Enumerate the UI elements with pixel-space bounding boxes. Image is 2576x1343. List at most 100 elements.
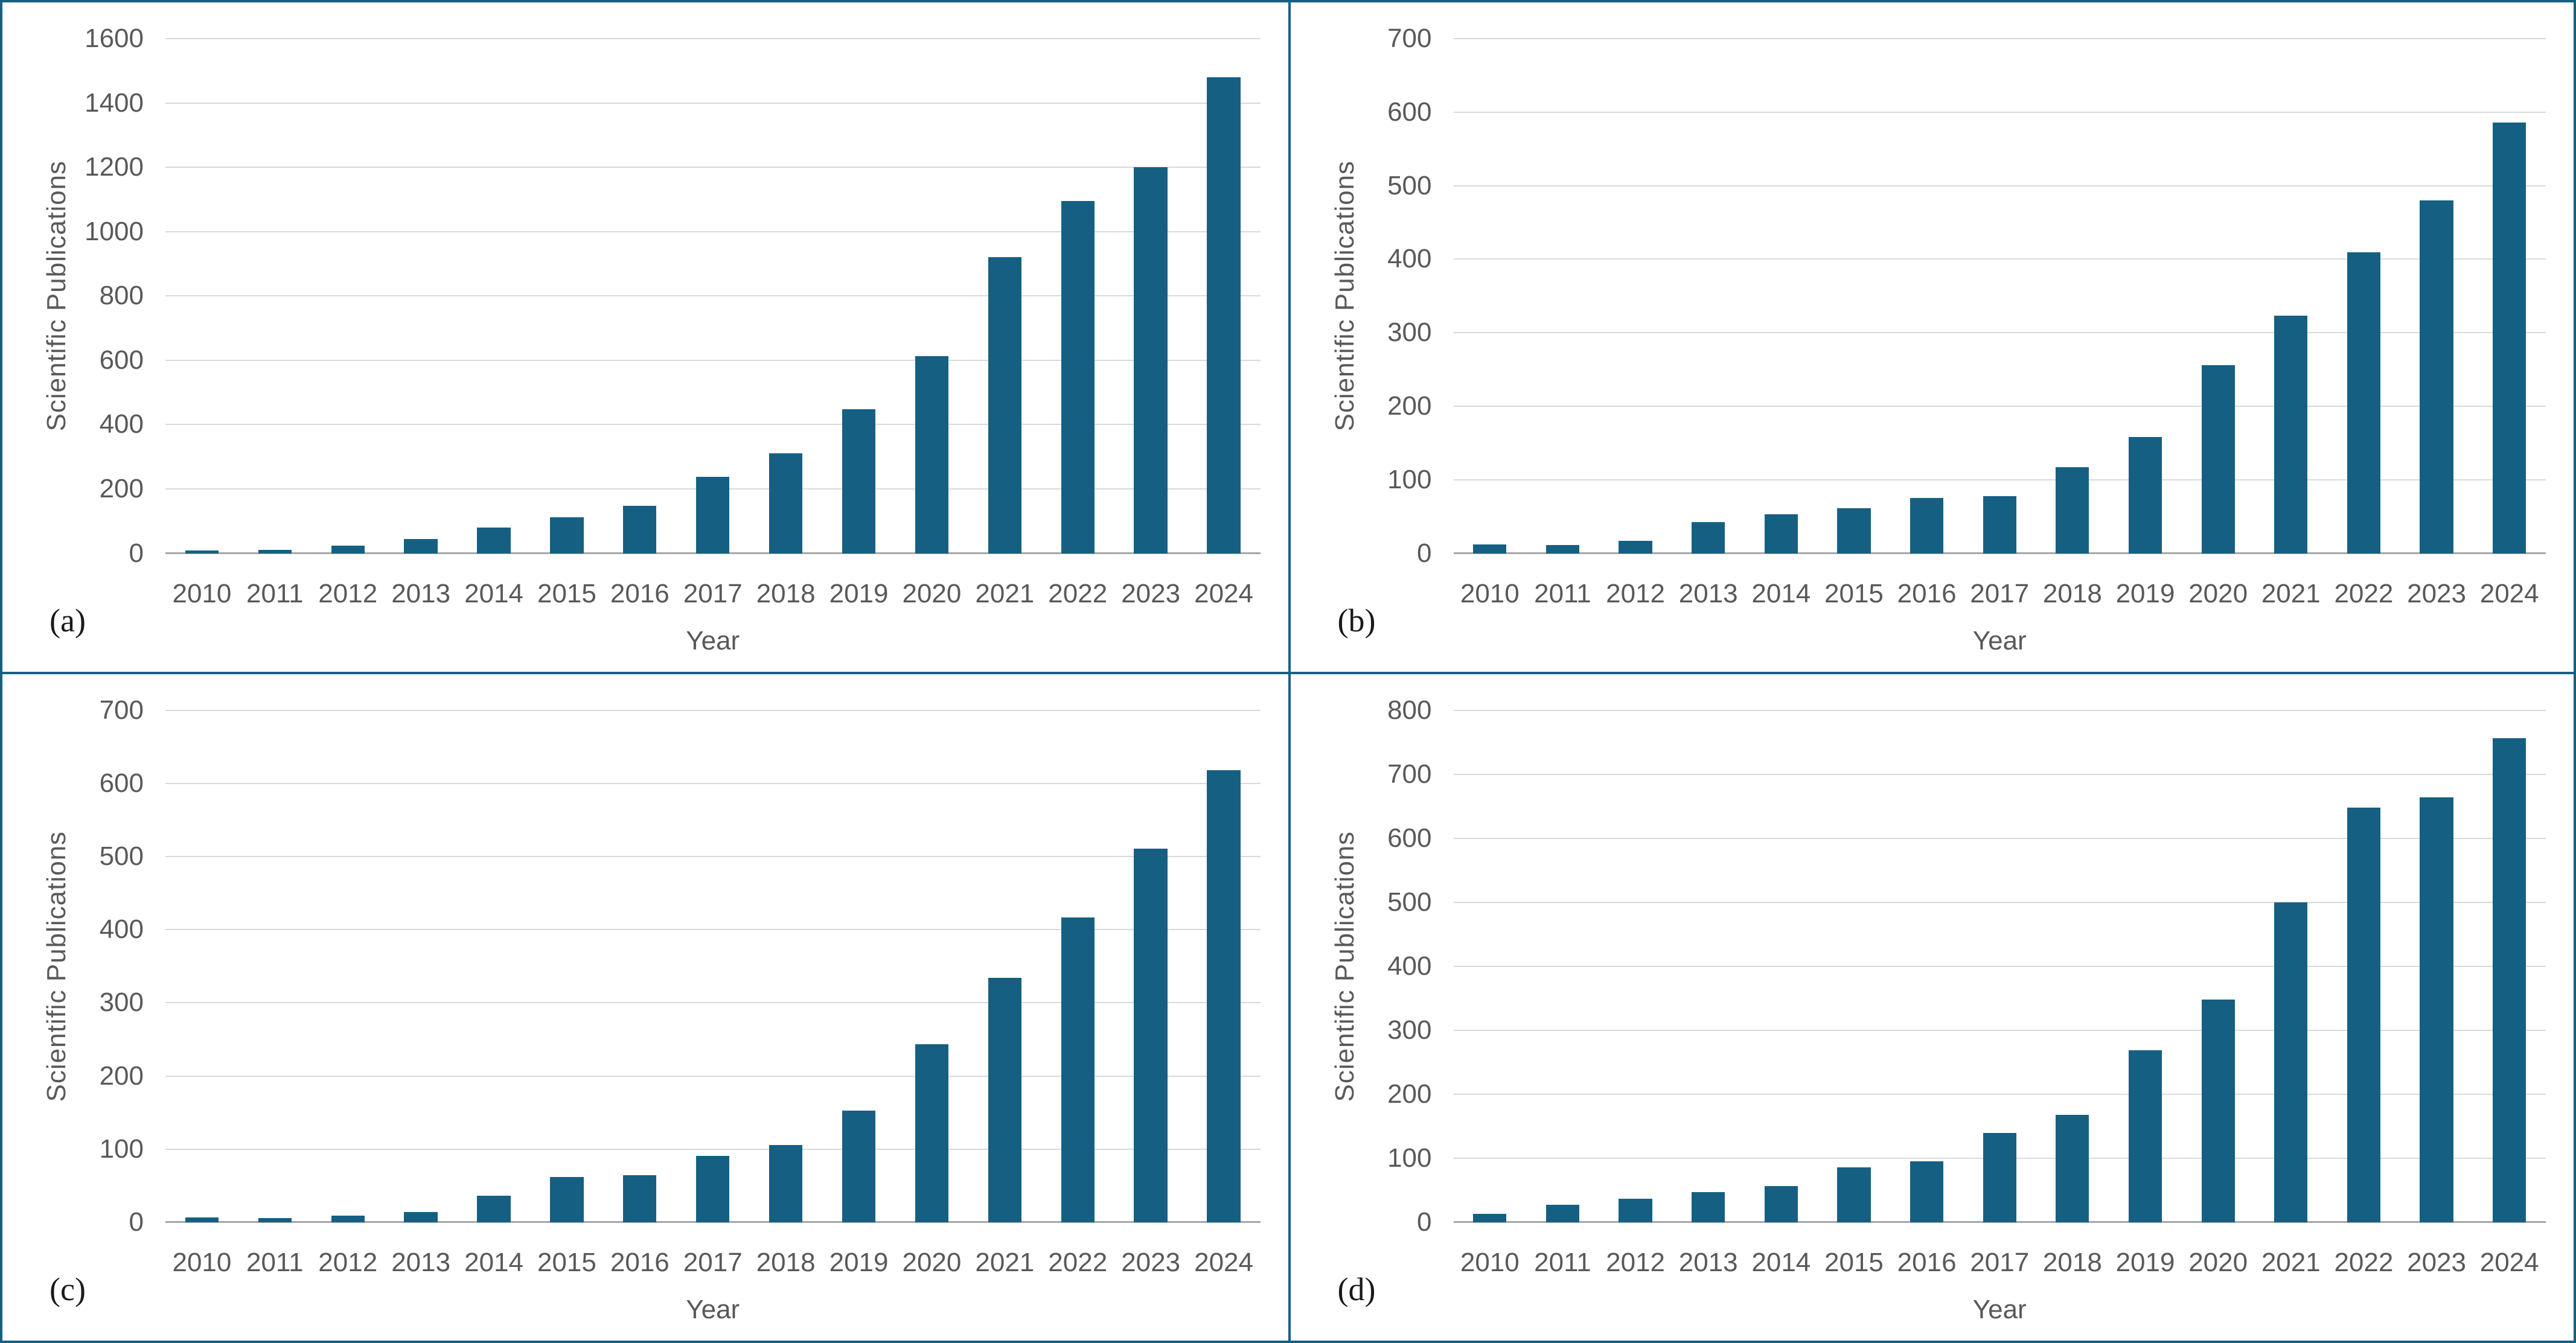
y-tick-label: 700	[99, 695, 144, 725]
x-tick-label: 2017	[1970, 1248, 2030, 1277]
y-tick-label: 200	[99, 473, 144, 503]
bar-2013	[1692, 1192, 1725, 1222]
y-tick-label: 400	[99, 914, 144, 945]
y-tick-label: 600	[1387, 97, 1432, 127]
y-tick-label: 0	[1417, 1207, 1432, 1237]
y-axis-title: Scientific Publications	[42, 831, 71, 1102]
bar-2024	[2493, 122, 2526, 553]
bar-2015	[550, 1176, 584, 1222]
x-tick-label: 2024	[1194, 1248, 1253, 1277]
bar-2017	[1983, 1132, 2016, 1222]
bar-2022	[2347, 252, 2380, 553]
x-tick-label: 2019	[2115, 578, 2175, 608]
gridline	[165, 782, 1261, 784]
bar-2019	[842, 1110, 876, 1222]
x-tick-label: 2023	[2407, 1248, 2466, 1277]
y-tick-label: 100	[1387, 464, 1432, 494]
bar-2016	[1910, 1161, 1944, 1222]
x-tick-label: 2017	[683, 578, 743, 608]
gridline	[1453, 332, 2546, 334]
x-tick-label: 2012	[1606, 578, 1666, 608]
bar-2020	[2201, 999, 2235, 1222]
bar-2021	[988, 978, 1021, 1222]
panel-c: Scientific Publications 0 100 200 300 400 500…	[2, 671, 1288, 1341]
y-tick-label: 600	[99, 345, 144, 375]
bar-2021	[2274, 316, 2308, 553]
gridline	[165, 359, 1261, 361]
bar-2015	[1837, 1167, 1871, 1222]
x-tick-label: 2022	[1048, 1248, 1108, 1277]
y-tick-label: 100	[1387, 1143, 1432, 1173]
y-tick-label: 600	[99, 768, 144, 798]
y-tick-label: 800	[1387, 695, 1432, 725]
bar-2020	[915, 1044, 949, 1222]
bar-2010	[1473, 1214, 1507, 1222]
y-tick-label: 400	[1387, 951, 1432, 981]
bar-2011	[258, 550, 292, 553]
bar-2016	[623, 505, 657, 553]
bar-2023	[1134, 848, 1168, 1222]
bar-2020	[2201, 365, 2235, 553]
panel-label: (b)	[1337, 602, 1376, 639]
x-tick-label: 2019	[829, 578, 889, 608]
bar-2015	[550, 517, 584, 553]
bar-2014	[477, 527, 511, 553]
gridline	[165, 709, 1261, 711]
gridline	[165, 1148, 1261, 1150]
x-tick-label: 2013	[1678, 1248, 1738, 1277]
bar-2013	[404, 538, 438, 553]
y-tick-label: 400	[1387, 244, 1432, 274]
bar-2017	[1983, 496, 2016, 553]
x-tick-label: 2017	[1970, 578, 2030, 608]
bar-2012	[331, 545, 365, 553]
gridline	[1453, 405, 2546, 407]
panel-label: (a)	[50, 602, 86, 639]
x-tick-label: 2016	[610, 578, 670, 608]
bar-2022	[1061, 917, 1095, 1222]
x-tick-label: 2013	[391, 578, 451, 608]
x-tick-label: 2013	[1678, 578, 1738, 608]
gridline	[1453, 773, 2546, 775]
gridline	[1453, 111, 2546, 113]
bar-2011	[1545, 1205, 1580, 1222]
gridline	[1453, 965, 2546, 967]
gridline	[1453, 1029, 2546, 1031]
bar-2023	[2420, 797, 2453, 1222]
bar-2019	[842, 409, 876, 553]
panel-b: Scientific Publications 0 100 200 300 400 500…	[1288, 2, 2574, 672]
plot-area: 0 100 200 300 400 500 600 700 2010 2011 2012 2013 20…	[1387, 24, 2546, 656]
x-axis-title: Year	[1972, 625, 2027, 656]
y-tick-label: 1600	[85, 24, 144, 53]
bar-2019	[2128, 1050, 2162, 1222]
gridline	[165, 929, 1261, 931]
x-tick-label: 2018	[2042, 578, 2102, 608]
x-tick-label: 2022	[1048, 578, 1108, 608]
y-tick-label: 600	[1387, 823, 1432, 853]
y-tick-label: 700	[1387, 759, 1432, 789]
bar-2012	[331, 1216, 365, 1222]
gridline	[1453, 185, 2546, 187]
bar-2024	[1207, 77, 1241, 553]
bar-2024	[1207, 770, 1241, 1222]
x-tick-label: 2014	[1751, 1248, 1811, 1277]
x-tick-label: 2022	[2334, 1248, 2394, 1277]
x-tick-label: 2024	[2479, 1248, 2539, 1277]
x-tick-label: 2020	[2188, 578, 2248, 608]
y-tick-label: 1400	[85, 88, 144, 118]
gridline	[1453, 1093, 2546, 1095]
bar-2014	[477, 1196, 511, 1222]
bar-2011	[258, 1217, 292, 1222]
x-tick-label: 2023	[2407, 578, 2466, 608]
gridline	[165, 231, 1261, 232]
y-tick-label: 0	[129, 1207, 144, 1237]
x-tick-label: 2016	[610, 1248, 670, 1277]
bar-2023	[2420, 200, 2453, 553]
y-tick-label: 300	[1387, 317, 1432, 348]
gridline	[165, 167, 1261, 168]
y-axis-title: Scientific Publications	[42, 160, 71, 432]
y-tick-label: 300	[1387, 1015, 1432, 1045]
y-axis-title: Scientific Publications	[1329, 831, 1360, 1102]
plot-area: 0 100 200 300 400 500 600 700 800 2010 2011 2012 201…	[1387, 695, 2546, 1324]
gridline	[1453, 901, 2546, 903]
